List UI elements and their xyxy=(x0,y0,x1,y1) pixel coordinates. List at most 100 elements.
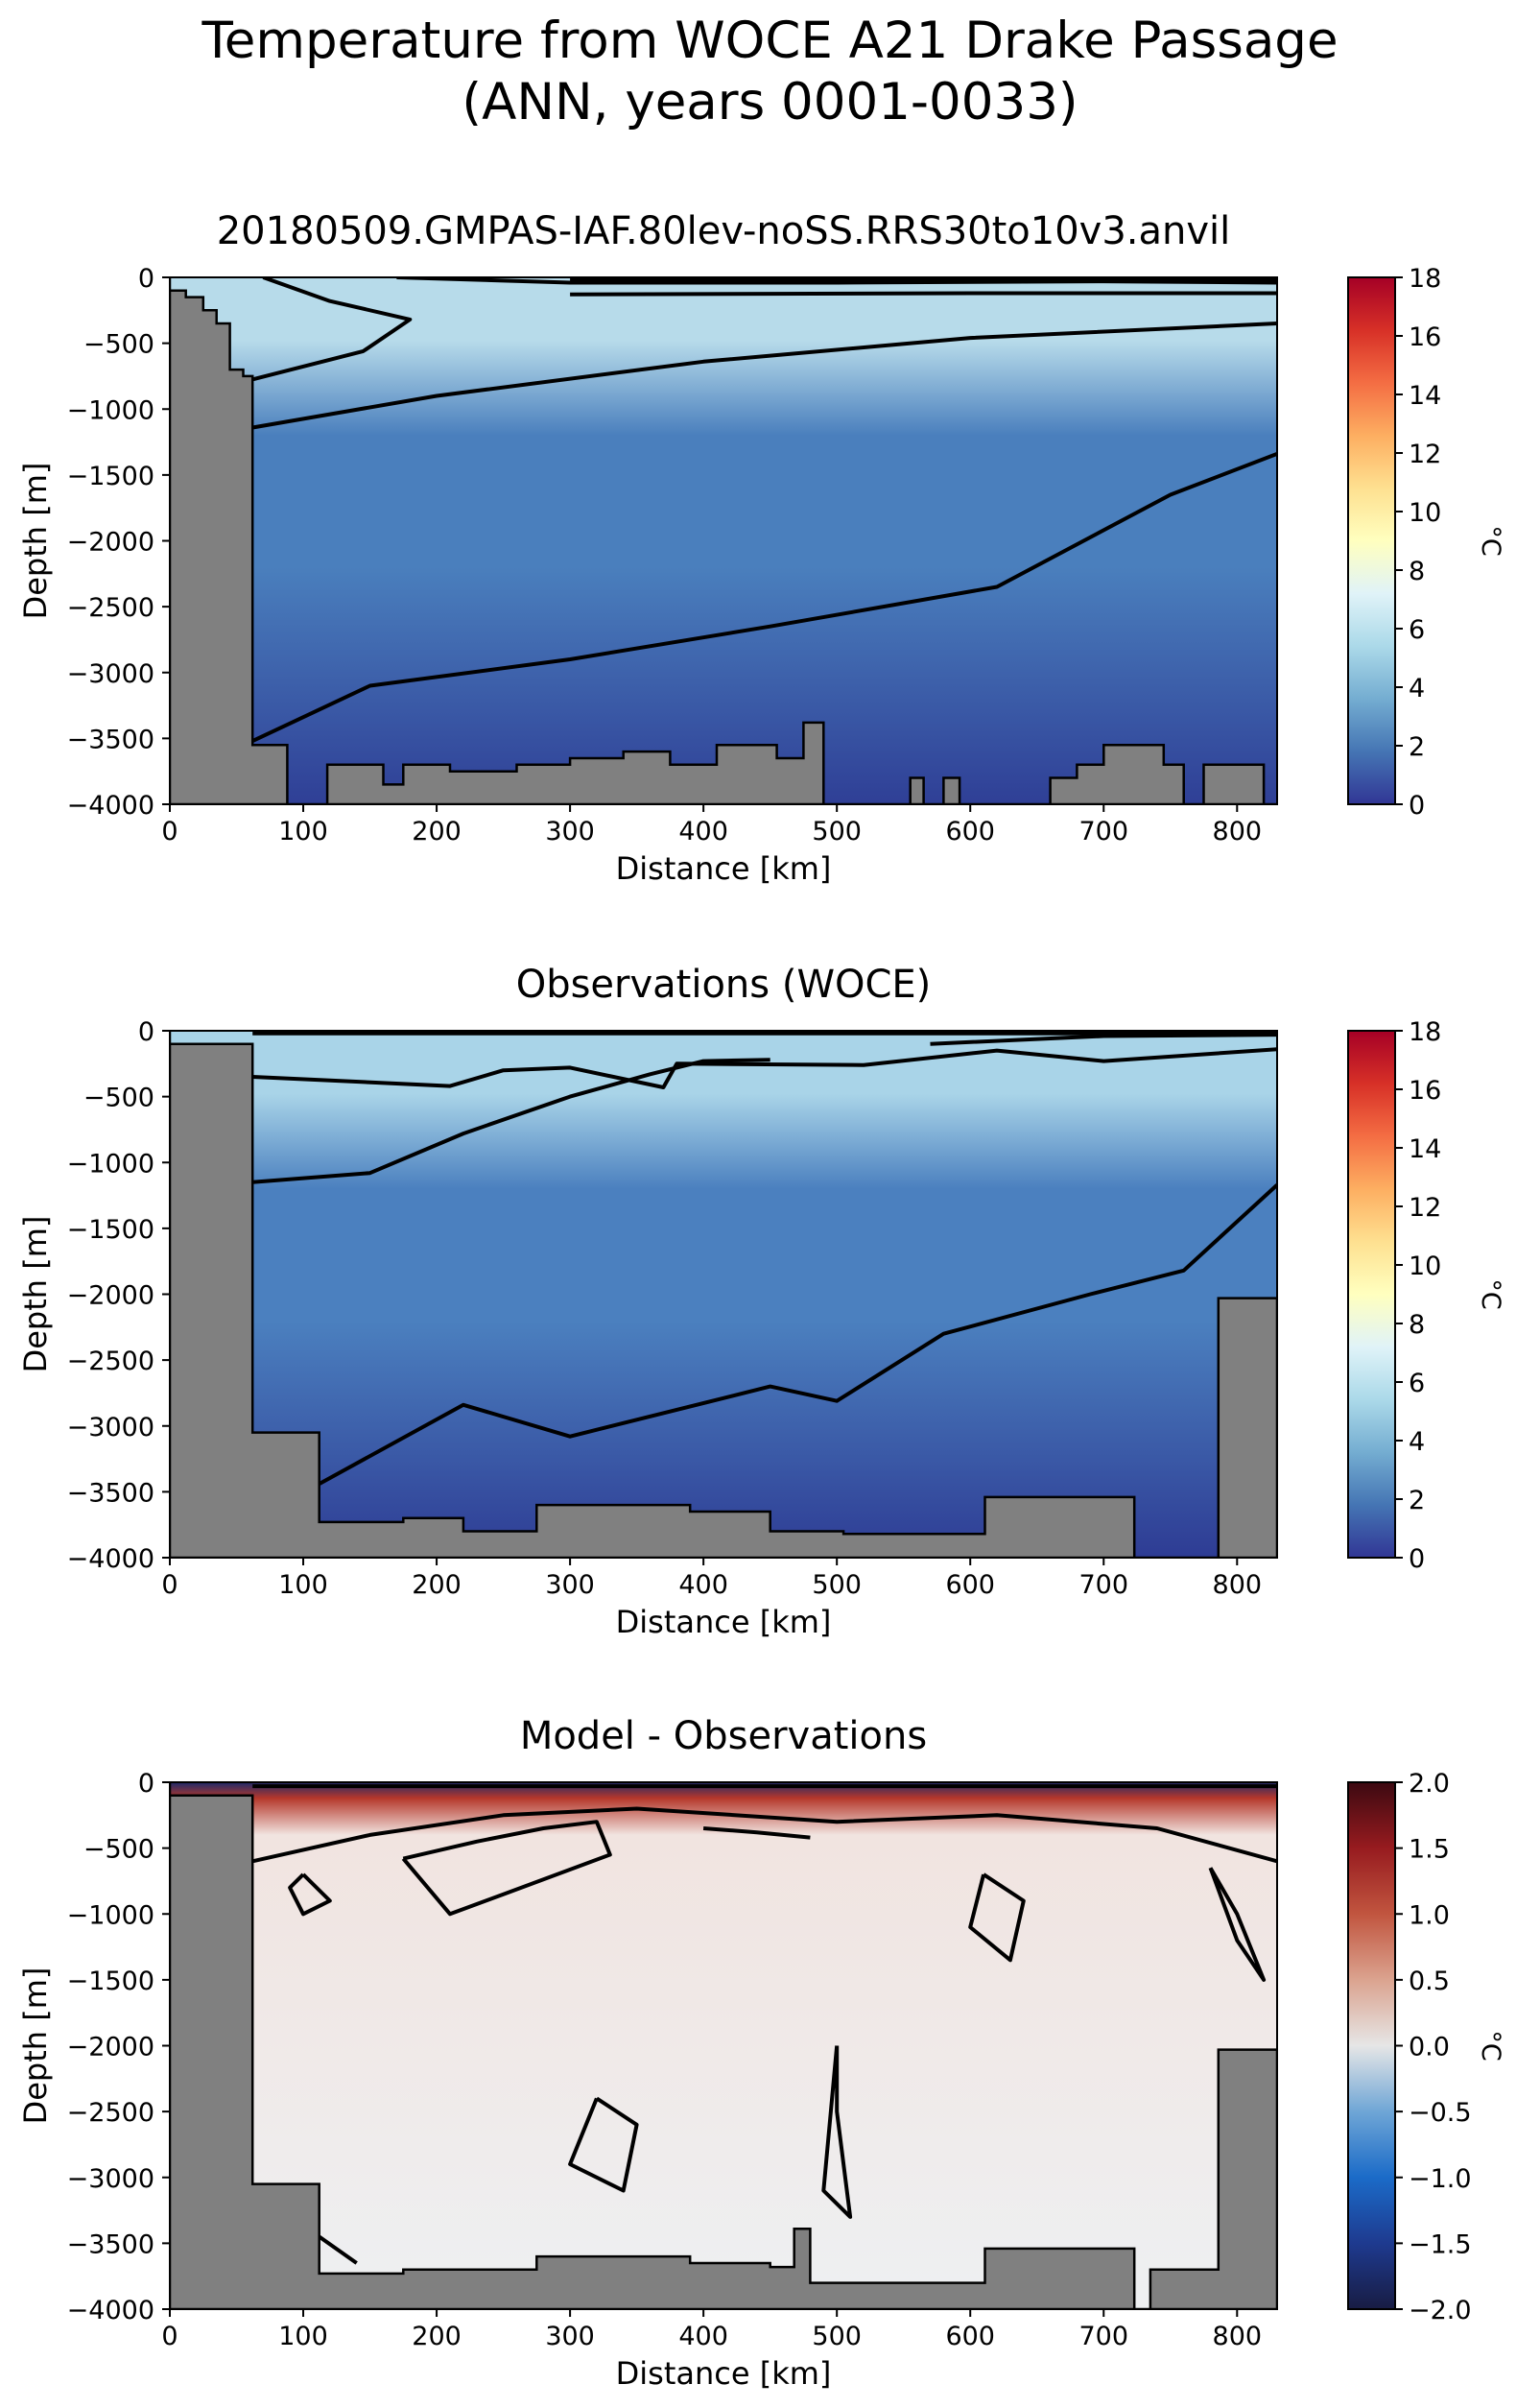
colorbar-label: °C xyxy=(1476,525,1505,556)
y-tick-label: −4000 xyxy=(67,2296,154,2325)
panel-title: Observations (WOCE) xyxy=(516,963,932,1007)
contour-line xyxy=(251,452,1277,743)
y-tick-label: −500 xyxy=(83,1084,154,1113)
y-tick-label: −3000 xyxy=(67,659,154,689)
colorbar-tick-label: 0 xyxy=(1409,1544,1425,1574)
contour-line xyxy=(401,1820,612,1917)
chart-panel-2: Observations (WOCE)0 100 200 300 400 500 600 70… xyxy=(17,963,1505,1640)
colorbar-tick-label: 8 xyxy=(1409,557,1425,586)
y-tick-label: −2500 xyxy=(67,1347,154,1376)
colorbar-tick-label: 6 xyxy=(1409,615,1425,645)
y-tick-label: −1500 xyxy=(67,1967,154,1996)
colorbar xyxy=(1347,276,1396,805)
colorbar-tick-label: 16 xyxy=(1409,1076,1441,1106)
contour-line xyxy=(318,1183,1277,1486)
colorbar-tick-label: 14 xyxy=(1409,1134,1441,1164)
colorbar-tick-label: 1.5 xyxy=(1409,1835,1450,1865)
x-tick-label: 700 xyxy=(1078,817,1128,846)
colorbar-tick-label: 18 xyxy=(1409,264,1441,294)
colorbar-tick-label: 0 xyxy=(1409,791,1425,821)
y-tick-label: −2000 xyxy=(67,2033,154,2062)
x-tick-label: 100 xyxy=(278,1570,328,1600)
colorbar-tick-label: 12 xyxy=(1409,440,1441,469)
colorbar-tick-label: −2.0 xyxy=(1409,2296,1472,2325)
x-tick-label: 300 xyxy=(545,817,595,846)
contour-line xyxy=(251,1806,1277,1864)
chart-panel-3: Model - Observations 0 100 200 300 400 500 600 7… xyxy=(17,1714,1505,2392)
y-tick-label: −1000 xyxy=(67,395,154,425)
y-tick-label: −2500 xyxy=(67,2098,154,2128)
colorbar-tick-label: −1.0 xyxy=(1409,2164,1472,2194)
y-tick-label: −3500 xyxy=(67,2229,154,2259)
y-tick-label: −3000 xyxy=(67,2164,154,2194)
colorbar-tick-label: 8 xyxy=(1409,1310,1425,1340)
contour-lines xyxy=(251,1784,1277,2265)
figure-subtitle: (ANN, years 0001-0033) xyxy=(462,73,1078,131)
x-tick-label: 600 xyxy=(945,817,995,846)
temperature-field xyxy=(170,277,1277,804)
colorbar-tick-label: −0.5 xyxy=(1409,2098,1472,2128)
y-tick-label: −1500 xyxy=(67,1215,154,1245)
contour-line xyxy=(570,291,1277,297)
colorbar-tick-label: 10 xyxy=(1409,1252,1441,1281)
colorbar-tick-label: −1.5 xyxy=(1409,2229,1472,2259)
y-tick-label: −2500 xyxy=(67,593,154,623)
contour-line xyxy=(968,1872,1026,1963)
y-axis-label: Depth [m] xyxy=(17,463,54,620)
panel-title: 20180509.GMPAS-IAF.80lev-noSS.RRS30to10v… xyxy=(217,209,1231,253)
x-tick-label: 0 xyxy=(161,817,178,846)
colorbar-tick-label: 2.0 xyxy=(1409,1769,1450,1799)
y-tick-label: 0 xyxy=(138,264,154,294)
x-axis-label: Distance [km] xyxy=(616,850,832,887)
colorbar-tick-label: 1.0 xyxy=(1409,1900,1450,1930)
colorbar-tick-label: 16 xyxy=(1409,322,1441,352)
x-tick-label: 200 xyxy=(412,817,462,846)
colorbar-tick-label: 12 xyxy=(1409,1193,1441,1223)
colorbar-tick-label: 2 xyxy=(1409,732,1425,762)
contour-line xyxy=(702,1826,811,1840)
y-tick-label: −3500 xyxy=(67,1478,154,1508)
x-tick-label: 400 xyxy=(678,817,728,846)
colorbar-tick-label: 4 xyxy=(1409,1427,1425,1457)
colorbar-tick-label: 2 xyxy=(1409,1486,1425,1515)
x-tick-label: 500 xyxy=(812,1570,862,1600)
y-tick-label: −500 xyxy=(83,1835,154,1865)
x-tick-label: 500 xyxy=(812,2322,862,2351)
colorbar-tick-label: 0.0 xyxy=(1409,2033,1450,2062)
colorbar-tick-label: 18 xyxy=(1409,1017,1441,1047)
y-tick-label: −2000 xyxy=(67,1281,154,1311)
chart-panel-1: 20180509.GMPAS-IAF.80lev-noSS.RRS30to10v… xyxy=(17,209,1505,887)
bathymetry xyxy=(170,1782,1277,2309)
x-tick-label: 700 xyxy=(1078,2322,1128,2351)
contour-line xyxy=(249,277,413,383)
colorbar-tick-label: 14 xyxy=(1409,381,1441,411)
y-tick-label: −500 xyxy=(83,330,154,360)
y-tick-label: −4000 xyxy=(67,1544,154,1574)
colorbar-tick-label: 6 xyxy=(1409,1369,1425,1398)
x-tick-label: 600 xyxy=(945,1570,995,1600)
colorbar-label: °C xyxy=(1476,2030,1505,2061)
x-tick-label: 300 xyxy=(545,1570,595,1600)
y-axis-label: Depth [m] xyxy=(17,1967,54,2125)
contour-line xyxy=(821,2045,853,2219)
x-tick-label: 700 xyxy=(1078,1570,1128,1600)
colorbar-tick-label: 0.5 xyxy=(1409,1967,1450,1996)
y-tick-label: −1000 xyxy=(67,1149,154,1179)
x-tick-label: 200 xyxy=(412,2322,462,2351)
x-tick-label: 100 xyxy=(278,2322,328,2351)
x-tick-label: 0 xyxy=(161,1570,178,1600)
contour-line xyxy=(252,1058,770,1184)
y-tick-label: −1500 xyxy=(67,462,154,491)
colorbar xyxy=(1347,1030,1396,1559)
y-tick-label: −3000 xyxy=(67,1413,154,1442)
contour-line xyxy=(288,1872,332,1917)
y-tick-label: −4000 xyxy=(67,791,154,821)
x-axis-label: Distance [km] xyxy=(616,1604,832,1640)
x-tick-label: 400 xyxy=(678,1570,728,1600)
colorbar-tick-label: 4 xyxy=(1409,674,1425,703)
x-tick-label: 500 xyxy=(812,817,862,846)
x-tick-label: 800 xyxy=(1213,2322,1263,2351)
contour-line xyxy=(318,2234,358,2265)
contour-line xyxy=(568,2096,639,2193)
y-tick-label: −3500 xyxy=(67,725,154,754)
